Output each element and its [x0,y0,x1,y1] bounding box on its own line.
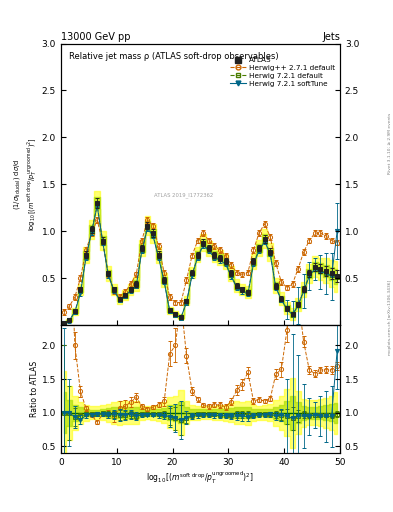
X-axis label: $\log_{10}[(m^{\rm soft\ drop}/p_T^{\rm ungroomed})^2]$: $\log_{10}[(m^{\rm soft\ drop}/p_T^{\rm … [147,470,254,486]
Legend: ATLAS, Herwig++ 2.7.1 default, Herwig 7.2.1 default, Herwig 7.2.1 softTune: ATLAS, Herwig++ 2.7.1 default, Herwig 7.… [229,56,336,88]
Y-axis label: $(1/\sigma_{\rm fiducial})\ {\rm d}\sigma/{\rm d}$
$\log_{10}[(m^{\rm soft\ drop: $(1/\sigma_{\rm fiducial})\ {\rm d}\sigm… [12,137,39,231]
Text: ATLAS 2019_I1772362: ATLAS 2019_I1772362 [154,193,213,199]
Text: 13000 GeV pp: 13000 GeV pp [61,32,130,42]
Text: Rivet 3.1.10; ≥ 2.9M events: Rivet 3.1.10; ≥ 2.9M events [388,113,392,174]
Text: Jets: Jets [322,32,340,42]
Text: mcplots.cern.ch [arXiv:1306.3436]: mcplots.cern.ch [arXiv:1306.3436] [388,280,392,355]
Y-axis label: Ratio to ATLAS: Ratio to ATLAS [30,361,39,417]
Text: Relative jet mass ρ (ATLAS soft-drop observables): Relative jet mass ρ (ATLAS soft-drop obs… [69,52,279,61]
